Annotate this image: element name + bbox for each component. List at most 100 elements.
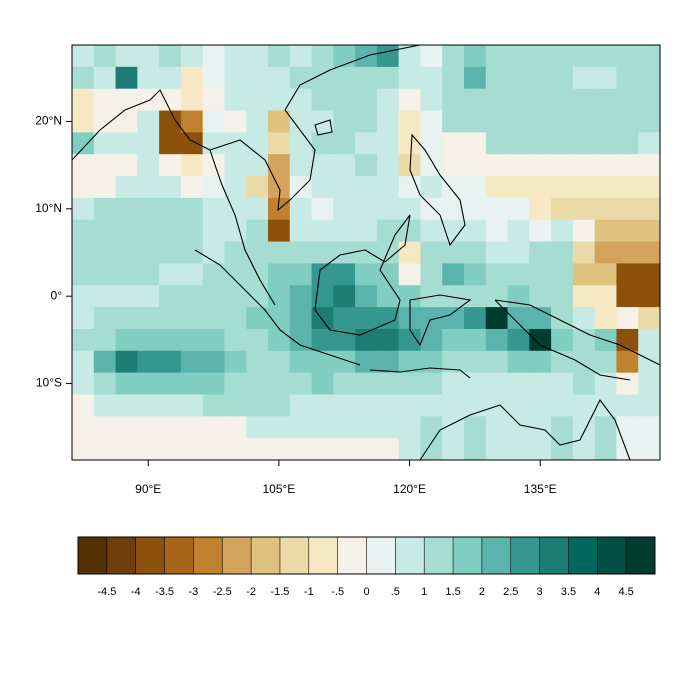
grid-cell <box>442 372 465 395</box>
grid-cell <box>355 219 378 243</box>
grid-cell <box>93 45 117 68</box>
grid-cell <box>311 372 334 395</box>
grid-cell <box>246 88 269 112</box>
grid-cell <box>398 132 421 155</box>
grid-cell <box>333 197 356 221</box>
grid-cell <box>72 307 95 330</box>
grid-cell <box>115 66 138 90</box>
grid-cell <box>572 66 596 90</box>
grid-cell <box>572 45 596 68</box>
grid-cell <box>311 416 334 439</box>
grid-cell <box>72 241 95 264</box>
grid-cell <box>442 110 465 133</box>
grid-cell <box>72 350 95 374</box>
grid-cell <box>398 416 421 439</box>
grid-cell <box>551 372 574 395</box>
grid-cell <box>202 416 225 439</box>
grid-cell <box>572 394 596 417</box>
grid-cell <box>224 372 247 395</box>
grid-cell <box>507 88 530 112</box>
grid-cell <box>202 350 225 374</box>
grid-cell <box>159 438 182 460</box>
grid-cell <box>376 110 400 133</box>
grid-cell <box>616 350 639 374</box>
grid-cell <box>72 66 95 90</box>
grid-cell <box>246 219 269 243</box>
grid-cell <box>333 328 356 352</box>
grid-cell <box>572 416 596 439</box>
grid-cell <box>115 350 138 374</box>
grid-cell <box>180 176 204 199</box>
grid-cell <box>638 307 660 330</box>
grid-cell <box>616 66 639 90</box>
grid-cell <box>572 197 596 221</box>
grid-cell <box>442 394 465 417</box>
grid-cell <box>333 154 356 177</box>
colorbar-swatch <box>481 537 512 574</box>
coastlines <box>72 45 660 460</box>
grid-cell <box>180 328 204 352</box>
grid-cell <box>529 176 552 199</box>
grid-cell <box>420 197 443 221</box>
grid-cell <box>551 176 574 199</box>
grid-cell <box>268 372 291 395</box>
grid-cell <box>224 132 247 155</box>
grid-cell <box>246 45 269 68</box>
grid-cell <box>202 132 225 155</box>
colorbar-label: -1.5 <box>270 586 289 598</box>
grid-cell <box>376 176 400 199</box>
grid-cell <box>376 307 400 330</box>
grid-cell <box>507 285 530 308</box>
grid-cell <box>137 197 160 221</box>
grid-cell <box>638 88 660 112</box>
grid-cell <box>137 307 160 330</box>
grid-cell <box>376 328 400 352</box>
grid-cell <box>289 416 313 439</box>
grid-cell <box>507 241 530 264</box>
grid-cell <box>572 219 596 243</box>
grid-cell <box>93 328 117 352</box>
grid-cell <box>268 285 291 308</box>
grid-cell <box>638 285 660 308</box>
grid-cell <box>594 176 617 199</box>
grid-cell <box>507 328 530 352</box>
grid-cell <box>485 438 509 460</box>
grid-cell <box>93 438 117 460</box>
grid-cell <box>485 66 509 90</box>
coastline <box>409 133 466 247</box>
grid-cell <box>485 241 509 264</box>
coastline <box>419 398 631 460</box>
grid-cell <box>638 350 660 374</box>
grid-cell <box>398 394 421 417</box>
y-tick-label: 0° <box>51 288 63 302</box>
grid-cell <box>529 88 552 112</box>
grid-cell <box>93 350 117 374</box>
grid-cell <box>224 416 247 439</box>
grid-cell <box>376 438 400 460</box>
grid-cell <box>115 176 138 199</box>
grid-cell <box>72 176 95 199</box>
grid-cell <box>180 219 204 243</box>
grid-cell <box>594 219 617 243</box>
grid-cell <box>420 416 443 439</box>
colorbar-label: 2.5 <box>503 586 518 598</box>
grid-cell <box>72 45 95 68</box>
grid-cell <box>420 307 443 330</box>
grid-cell <box>355 241 378 264</box>
grid-cell <box>529 328 552 352</box>
grid-cell <box>137 350 160 374</box>
grid-cell <box>551 394 574 417</box>
grid-cell <box>289 394 313 417</box>
grid-cell <box>202 307 225 330</box>
grid-cell <box>115 154 138 177</box>
grid-cell <box>202 241 225 264</box>
grid-cell <box>551 416 574 439</box>
grid-cell <box>333 45 356 68</box>
grid-cell <box>398 285 421 308</box>
grid-cell <box>594 197 617 221</box>
grid-cell <box>355 88 378 112</box>
grid-cell <box>529 438 552 460</box>
grid-cell <box>137 176 160 199</box>
grid-cell <box>529 372 552 395</box>
grid-cell <box>93 263 117 286</box>
